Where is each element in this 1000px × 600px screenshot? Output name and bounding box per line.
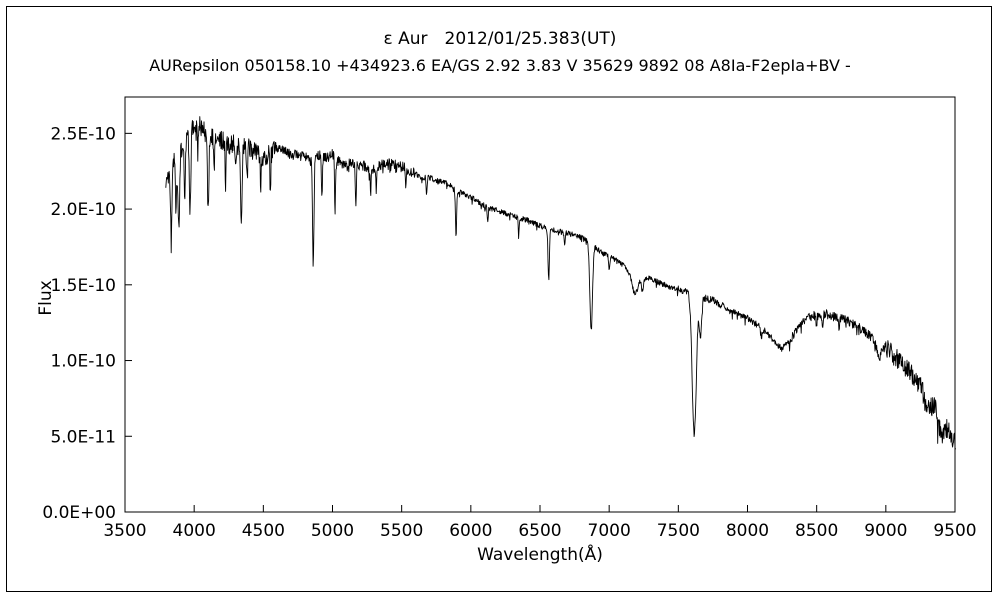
y-tick-label: 5.0E-11 [50, 427, 116, 447]
plot-border [124, 96, 956, 513]
x-tick-label: 8500 [795, 521, 838, 541]
x-tick-label: 6500 [518, 521, 561, 541]
chart-subtitle: AURepsilon 050158.10 +434923.6 EA/GS 2.9… [149, 56, 851, 75]
y-tick-label: 1.0E-10 [50, 352, 116, 372]
y-tick-label: 2.5E-10 [50, 124, 116, 144]
x-tick-label: 4000 [173, 521, 216, 541]
x-tick-label: 7500 [657, 521, 700, 541]
y-tick-label: 1.5E-10 [50, 276, 116, 296]
figure-frame [6, 6, 992, 592]
x-tick-label: 3500 [103, 521, 146, 541]
chart-title: ε Aur 2012/01/25.383(UT) [383, 29, 617, 49]
spectrum-line [165, 116, 957, 450]
x-tick-label: 7000 [588, 521, 631, 541]
x-tick-label: 5500 [380, 521, 423, 541]
y-tick-label: 0.0E+00 [42, 503, 116, 523]
x-tick-label: 9000 [864, 521, 907, 541]
x-tick-label: 5000 [311, 521, 354, 541]
x-tick-label: 4500 [242, 521, 285, 541]
y-axis-label: Flux [36, 280, 56, 316]
x-tick-label: 8000 [726, 521, 769, 541]
x-tick-label: 6000 [449, 521, 492, 541]
x-axis-label: Wavelength(Å) [477, 545, 603, 565]
x-tick-label: 9500 [933, 521, 976, 541]
y-tick-label: 2.0E-10 [50, 200, 116, 220]
